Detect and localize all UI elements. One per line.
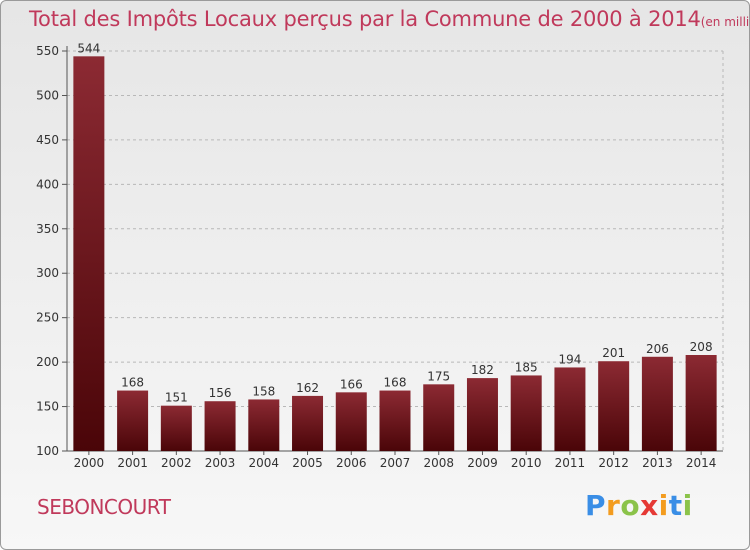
bar-2003 xyxy=(204,401,236,451)
logo-letter: o xyxy=(620,489,641,522)
label-layer: 544 2000 168 2001 151 2002 156 2003 158 2004 162 20… xyxy=(74,41,717,470)
logo-letter: P xyxy=(585,489,607,522)
y-tick-label: 350 xyxy=(36,222,59,236)
bar-value-label: 194 xyxy=(558,352,581,366)
bar-value-label: 206 xyxy=(646,342,669,356)
bar-2011 xyxy=(554,367,586,451)
logo-letter: i xyxy=(682,489,693,522)
x-tick-label: 2014 xyxy=(686,456,717,470)
y-tick-label: 100 xyxy=(36,444,59,458)
bar-value-label: 168 xyxy=(384,376,407,390)
bar-value-label: 162 xyxy=(296,381,319,395)
bar-value-label: 208 xyxy=(690,340,713,354)
bar-2002 xyxy=(160,405,192,451)
chart-title: Total des Impôts Locaux perçus par la Co… xyxy=(29,7,750,31)
bar-2012 xyxy=(598,361,630,451)
y-tick-label: 150 xyxy=(36,400,59,414)
commune-name: SEBONCOURT xyxy=(37,495,171,519)
x-tick-label: 2002 xyxy=(161,456,192,470)
x-tick-label: 2012 xyxy=(598,456,629,470)
x-tick-label: 2008 xyxy=(423,456,454,470)
x-tick-label: 2007 xyxy=(380,456,411,470)
chart-title-text: Total des Impôts Locaux perçus par la Co… xyxy=(29,7,701,31)
logo-letter: t xyxy=(668,489,683,522)
bar-2001 xyxy=(117,390,149,451)
bar-value-label: 151 xyxy=(165,391,188,405)
bar-2014 xyxy=(685,355,717,451)
bar-value-label: 201 xyxy=(602,346,625,360)
x-tick-label: 2006 xyxy=(336,456,367,470)
logo-letter: i xyxy=(658,489,669,522)
bar-2004 xyxy=(248,399,280,451)
bar-2005 xyxy=(292,395,324,451)
y-tick-label: 450 xyxy=(36,133,59,147)
y-tick-label: 200 xyxy=(36,355,59,369)
bar-2006 xyxy=(335,392,367,451)
bar-value-label: 175 xyxy=(427,369,450,383)
y-tick-label: 400 xyxy=(36,177,59,191)
bar-value-label: 168 xyxy=(121,376,144,390)
x-tick-label: 2013 xyxy=(642,456,673,470)
y-tick-label: 300 xyxy=(36,266,59,280)
bar-value-label: 166 xyxy=(340,377,363,391)
bar-layer xyxy=(73,56,717,451)
x-tick-label: 2001 xyxy=(117,456,148,470)
logo-letter: x xyxy=(640,489,659,522)
x-tick-label: 2003 xyxy=(205,456,236,470)
bar-value-label: 158 xyxy=(252,384,275,398)
bar-value-label: 156 xyxy=(209,386,232,400)
bar-2007 xyxy=(379,390,411,451)
bar-value-label: 544 xyxy=(77,41,100,55)
x-tick-label: 2000 xyxy=(74,456,105,470)
bar-2008 xyxy=(423,384,455,451)
bar-value-label: 185 xyxy=(515,360,538,374)
y-tick-label: 500 xyxy=(36,88,59,102)
bar-2010 xyxy=(510,375,542,451)
bar-2000 xyxy=(73,56,105,451)
bar-value-label: 182 xyxy=(471,363,494,377)
chart-title-unit: (en milliers d'€) xyxy=(700,15,750,29)
logo-letter: r xyxy=(606,489,621,522)
proxiti-logo: Proxiti xyxy=(585,489,693,522)
bar-2013 xyxy=(641,356,673,451)
bar-2009 xyxy=(466,378,498,451)
x-tick-label: 2009 xyxy=(467,456,498,470)
y-tick-label: 250 xyxy=(36,311,59,325)
x-tick-label: 2010 xyxy=(511,456,542,470)
x-tick-label: 2005 xyxy=(292,456,323,470)
x-tick-label: 2011 xyxy=(555,456,586,470)
x-tick-label: 2004 xyxy=(249,456,280,470)
y-tick-label: 550 xyxy=(36,44,59,58)
